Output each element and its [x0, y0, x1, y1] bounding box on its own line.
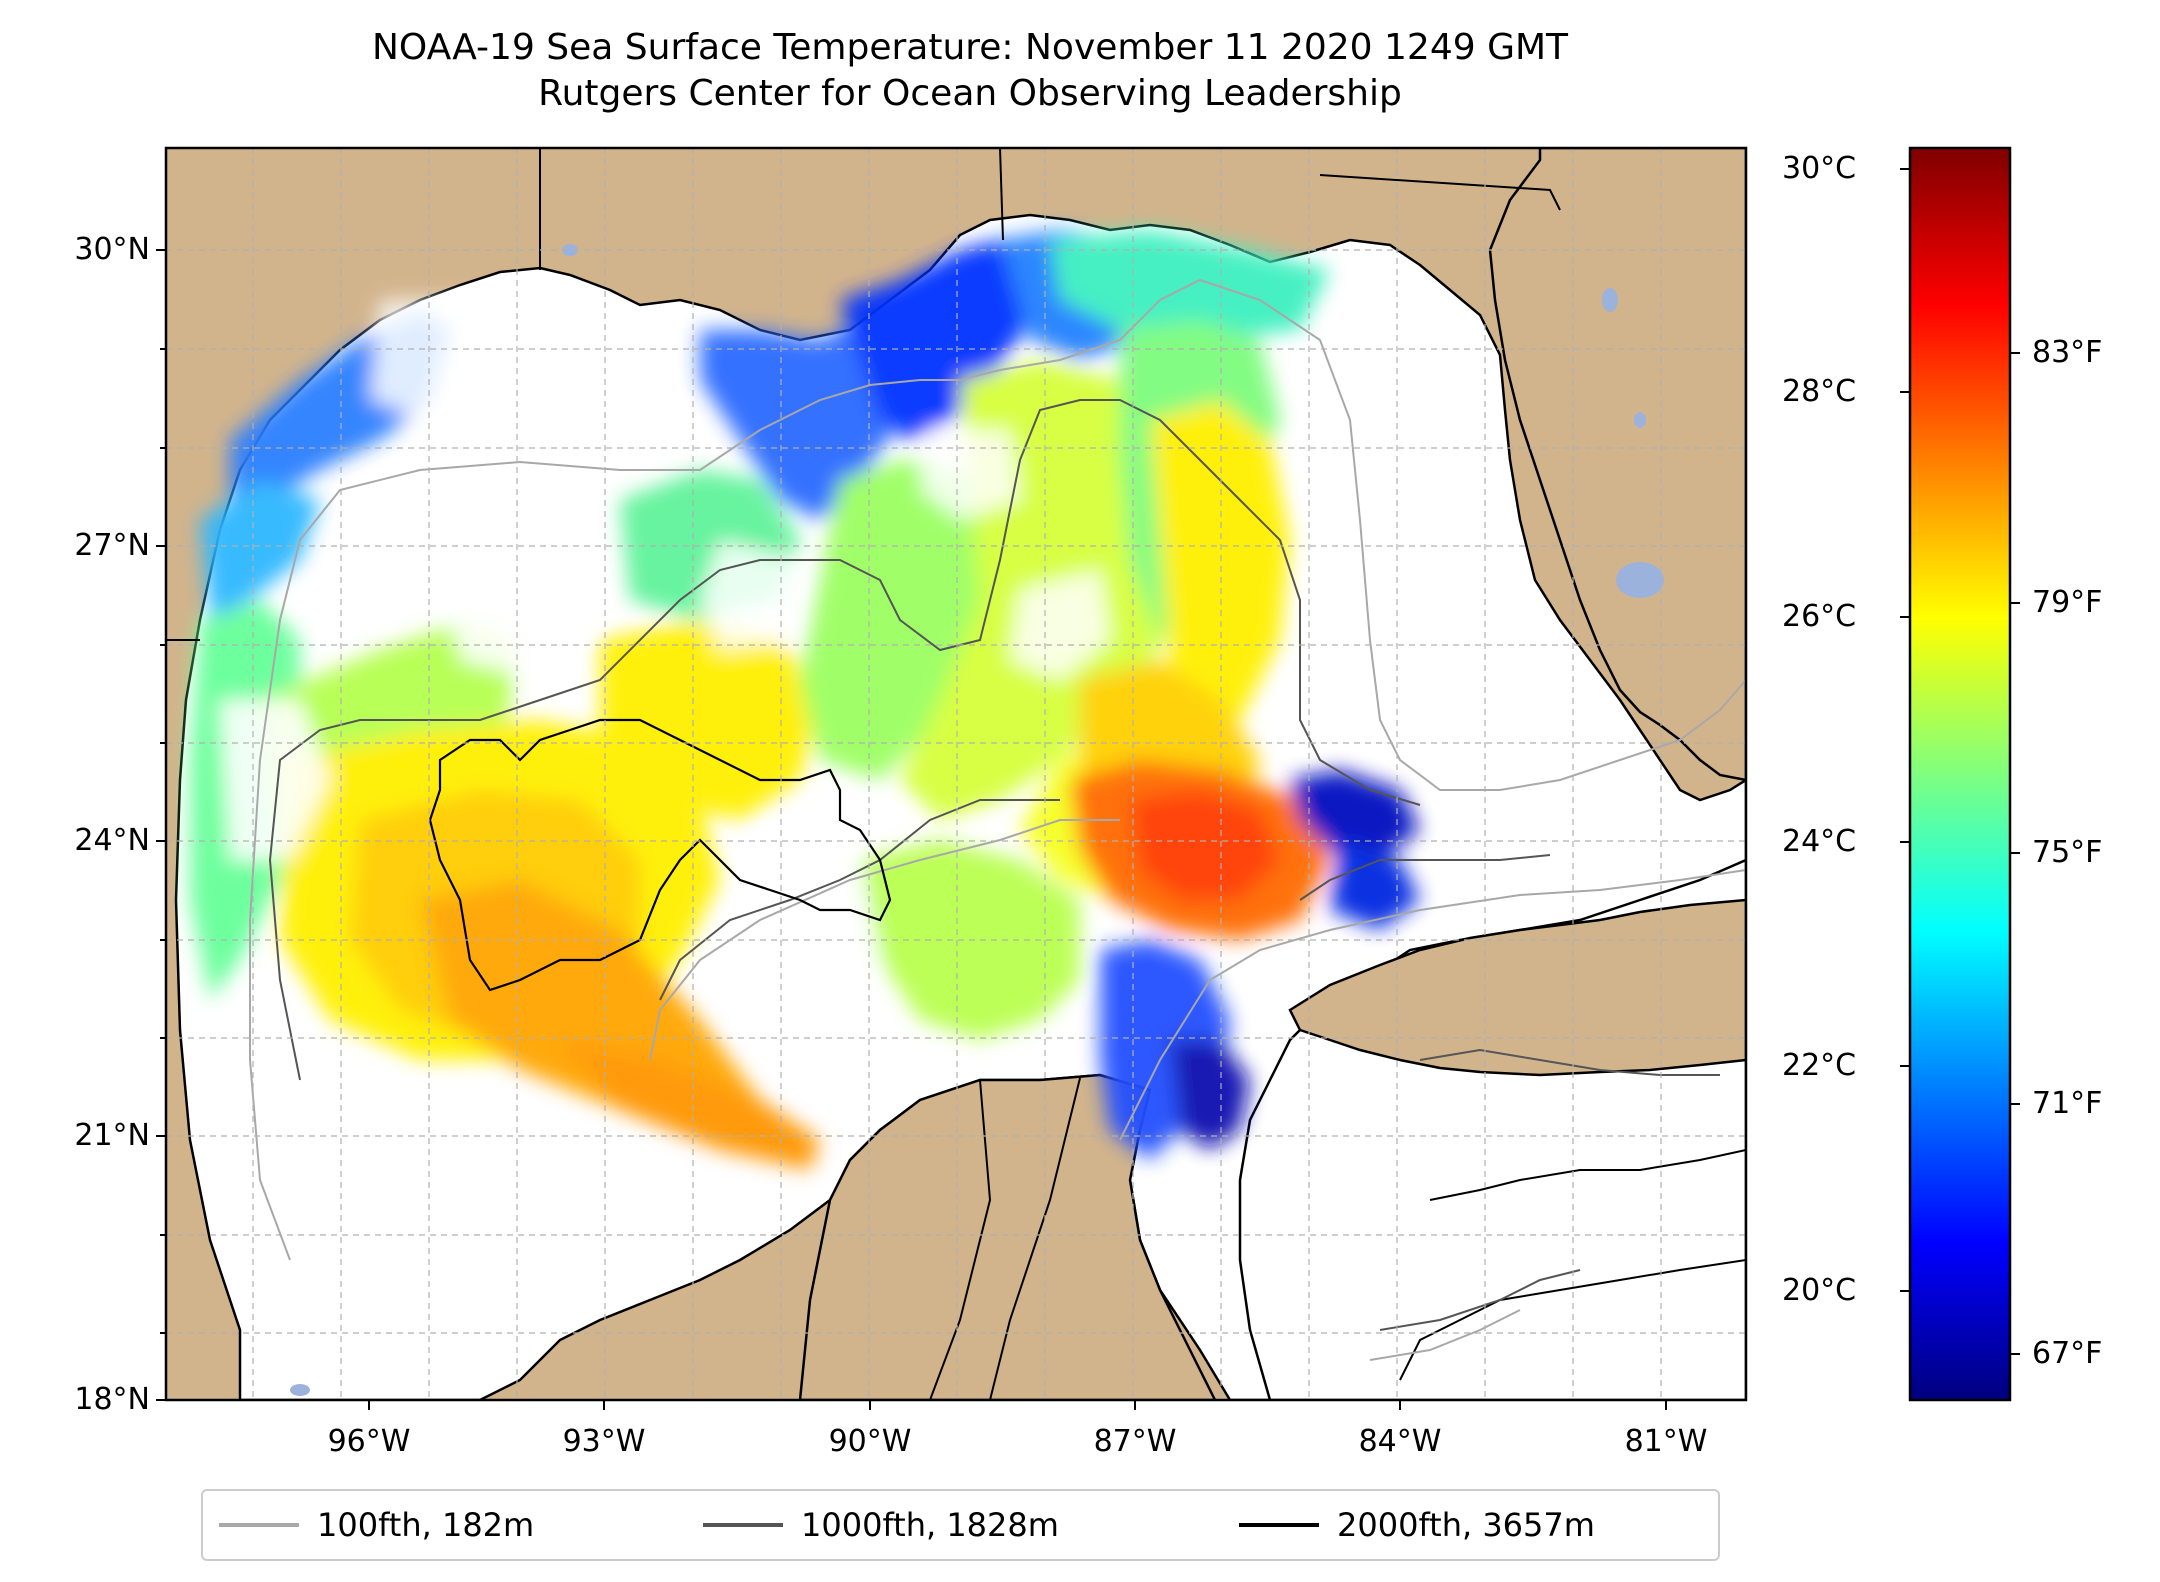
contour-legend: 100fth, 182m 1000fth, 1828m 2000fth, 365…	[201, 1489, 1720, 1561]
lake-okeechobee	[1616, 562, 1664, 598]
bathymetry-contours	[249, 278, 1746, 1381]
map-title-line1: NOAA-19 Sea Surface Temperature: Novembe…	[371, 27, 1569, 68]
lat-label: 24°N	[74, 823, 150, 858]
lon-label: 84°W	[1358, 1424, 1442, 1459]
legend-item-2000fth: 2000fth, 3657m	[1239, 1491, 1595, 1559]
contour-2000fth	[428, 718, 892, 992]
contour-1000fth	[268, 399, 1421, 1081]
colorbar-fahrenheit-label: 75°F	[2032, 835, 2103, 870]
lat-label: 27°N	[74, 528, 150, 563]
colorbar-celsius-label: 30°C	[1782, 151, 1857, 186]
colorbar-celsius-label: 20°C	[1782, 1273, 1857, 1308]
colorbar-celsius-label: 26°C	[1782, 599, 1857, 634]
map-frame	[164, 146, 1748, 1402]
contour-100fth	[249, 278, 1746, 1261]
legend-label: 1000fth, 1828m	[801, 1506, 1059, 1544]
legend-line-icon	[219, 1523, 299, 1527]
lat-label: 18°N	[74, 1382, 150, 1417]
lake	[1634, 412, 1646, 428]
lon-label: 87°W	[1093, 1424, 1177, 1459]
colorbar-fahrenheit-label: 83°F	[2032, 335, 2103, 370]
legend-item-100fth: 100fth, 182m	[219, 1491, 534, 1559]
cuba-land	[1288, 898, 1746, 1077]
map-area	[166, 148, 1746, 1400]
axis-ticks	[156, 249, 1667, 1410]
legend-item-1000fth: 1000fth, 1828m	[703, 1491, 1059, 1559]
lat-label: 30°N	[74, 232, 150, 267]
colorbar-celsius-label: 22°C	[1782, 1048, 1857, 1083]
lat-label: 21°N	[74, 1118, 150, 1153]
legend-label: 2000fth, 3657m	[1337, 1506, 1595, 1544]
lon-label: 90°W	[828, 1424, 912, 1459]
colorbar-fahrenheit-label: 67°F	[2032, 1336, 2103, 1371]
colorbar-fahrenheit-label: 71°F	[2032, 1086, 2103, 1121]
colorbar-celsius-label: 24°C	[1782, 824, 1857, 859]
colorbar	[1908, 146, 2012, 1402]
legend-line-icon	[1239, 1523, 1319, 1527]
colorbar-celsius-label: 28°C	[1782, 374, 1857, 409]
map-title-line2: Rutgers Center for Ocean Observing Leade…	[538, 73, 1402, 114]
lake	[290, 1384, 310, 1396]
lake	[562, 244, 578, 256]
colorbar-ticks	[1900, 168, 2020, 1355]
lake	[1602, 288, 1618, 312]
legend-line-icon	[703, 1523, 783, 1527]
lon-label: 96°W	[327, 1424, 411, 1459]
florida-land	[1488, 148, 1746, 782]
lon-label: 93°W	[562, 1424, 646, 1459]
lon-label: 81°W	[1624, 1424, 1708, 1459]
legend-label: 100fth, 182m	[317, 1506, 535, 1544]
colorbar-fahrenheit-label: 79°F	[2032, 585, 2103, 620]
